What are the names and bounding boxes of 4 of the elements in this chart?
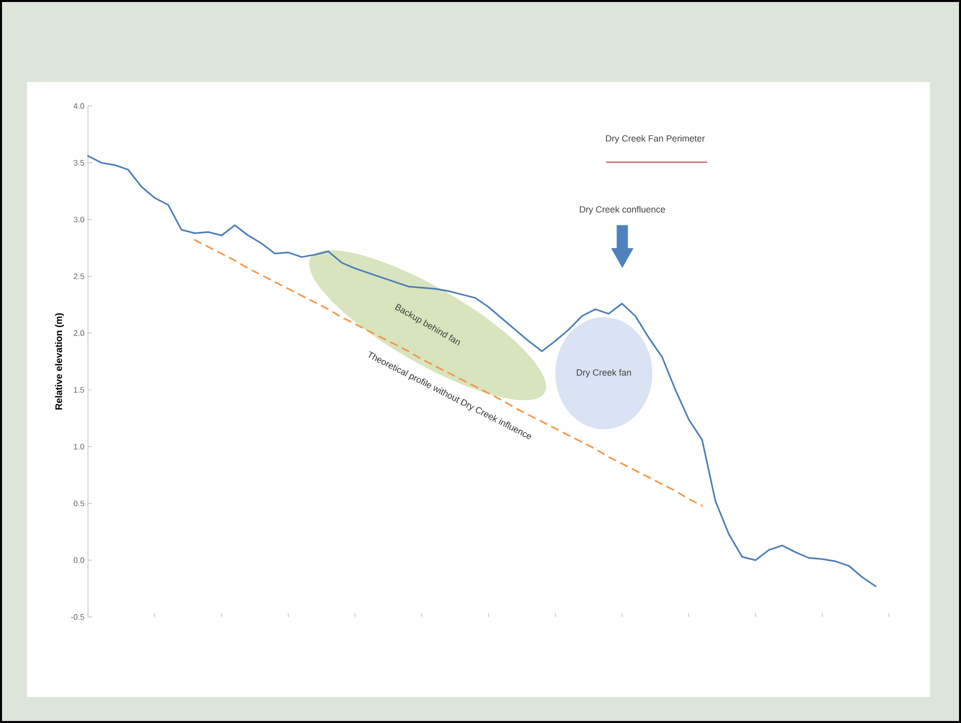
annotation: Dry Creek Fan Perimeter: [606, 135, 705, 144]
y-axis-title: Relative elevation (m): [55, 313, 64, 410]
annotation: Dry Creek fan: [576, 369, 631, 378]
annotation: Dry Creek confluence: [580, 206, 665, 214]
